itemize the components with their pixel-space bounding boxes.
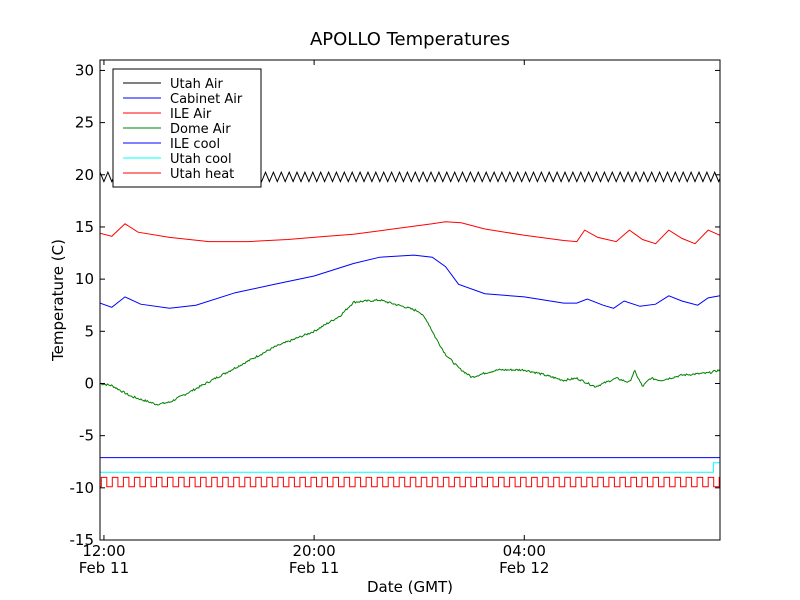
y-tick-label: 10 bbox=[75, 270, 94, 288]
y-tick-label: 0 bbox=[84, 374, 94, 392]
series-line-utah-cool bbox=[100, 462, 720, 473]
x-tick-date-label: Feb 11 bbox=[79, 559, 129, 577]
x-tick-date-label: Feb 11 bbox=[289, 559, 339, 577]
chart-title: APOLLO Temperatures bbox=[310, 29, 510, 50]
x-tick-time-label: 20:00 bbox=[292, 542, 335, 560]
legend-label: Cabinet Air bbox=[170, 92, 243, 107]
legend-label: Utah Air bbox=[170, 77, 223, 92]
y-tick-label: 5 bbox=[84, 322, 94, 340]
legend-label: ILE Air bbox=[170, 107, 212, 122]
x-tick-date-label: Feb 12 bbox=[499, 559, 549, 577]
series-line-cabinet-air bbox=[100, 254, 720, 309]
x-tick-time-label: 04:00 bbox=[503, 542, 546, 560]
x-tick-time-label: 12:00 bbox=[82, 542, 125, 560]
legend-label: ILE cool bbox=[170, 137, 220, 152]
x-axis-label: Date (GMT) bbox=[367, 578, 453, 596]
y-axis-label: Temperature (C) bbox=[49, 239, 67, 362]
y-tick-label: -10 bbox=[70, 479, 95, 497]
y-tick-label: 20 bbox=[75, 166, 94, 184]
series-line-utah-heat bbox=[100, 476, 720, 488]
y-tick-label: -15 bbox=[70, 531, 95, 549]
y-tick-label: 25 bbox=[75, 114, 94, 132]
series-line-ile-air bbox=[100, 221, 720, 245]
legend-label: Utah heat bbox=[170, 167, 234, 182]
legend-label: Dome Air bbox=[170, 122, 231, 137]
series-line-dome-air bbox=[100, 298, 720, 406]
plot-frame bbox=[99, 59, 721, 541]
y-tick-label: 30 bbox=[75, 61, 94, 79]
legend-label: Utah cool bbox=[170, 152, 232, 167]
y-tick-label: 15 bbox=[75, 218, 94, 236]
y-tick-label: -5 bbox=[79, 427, 94, 445]
